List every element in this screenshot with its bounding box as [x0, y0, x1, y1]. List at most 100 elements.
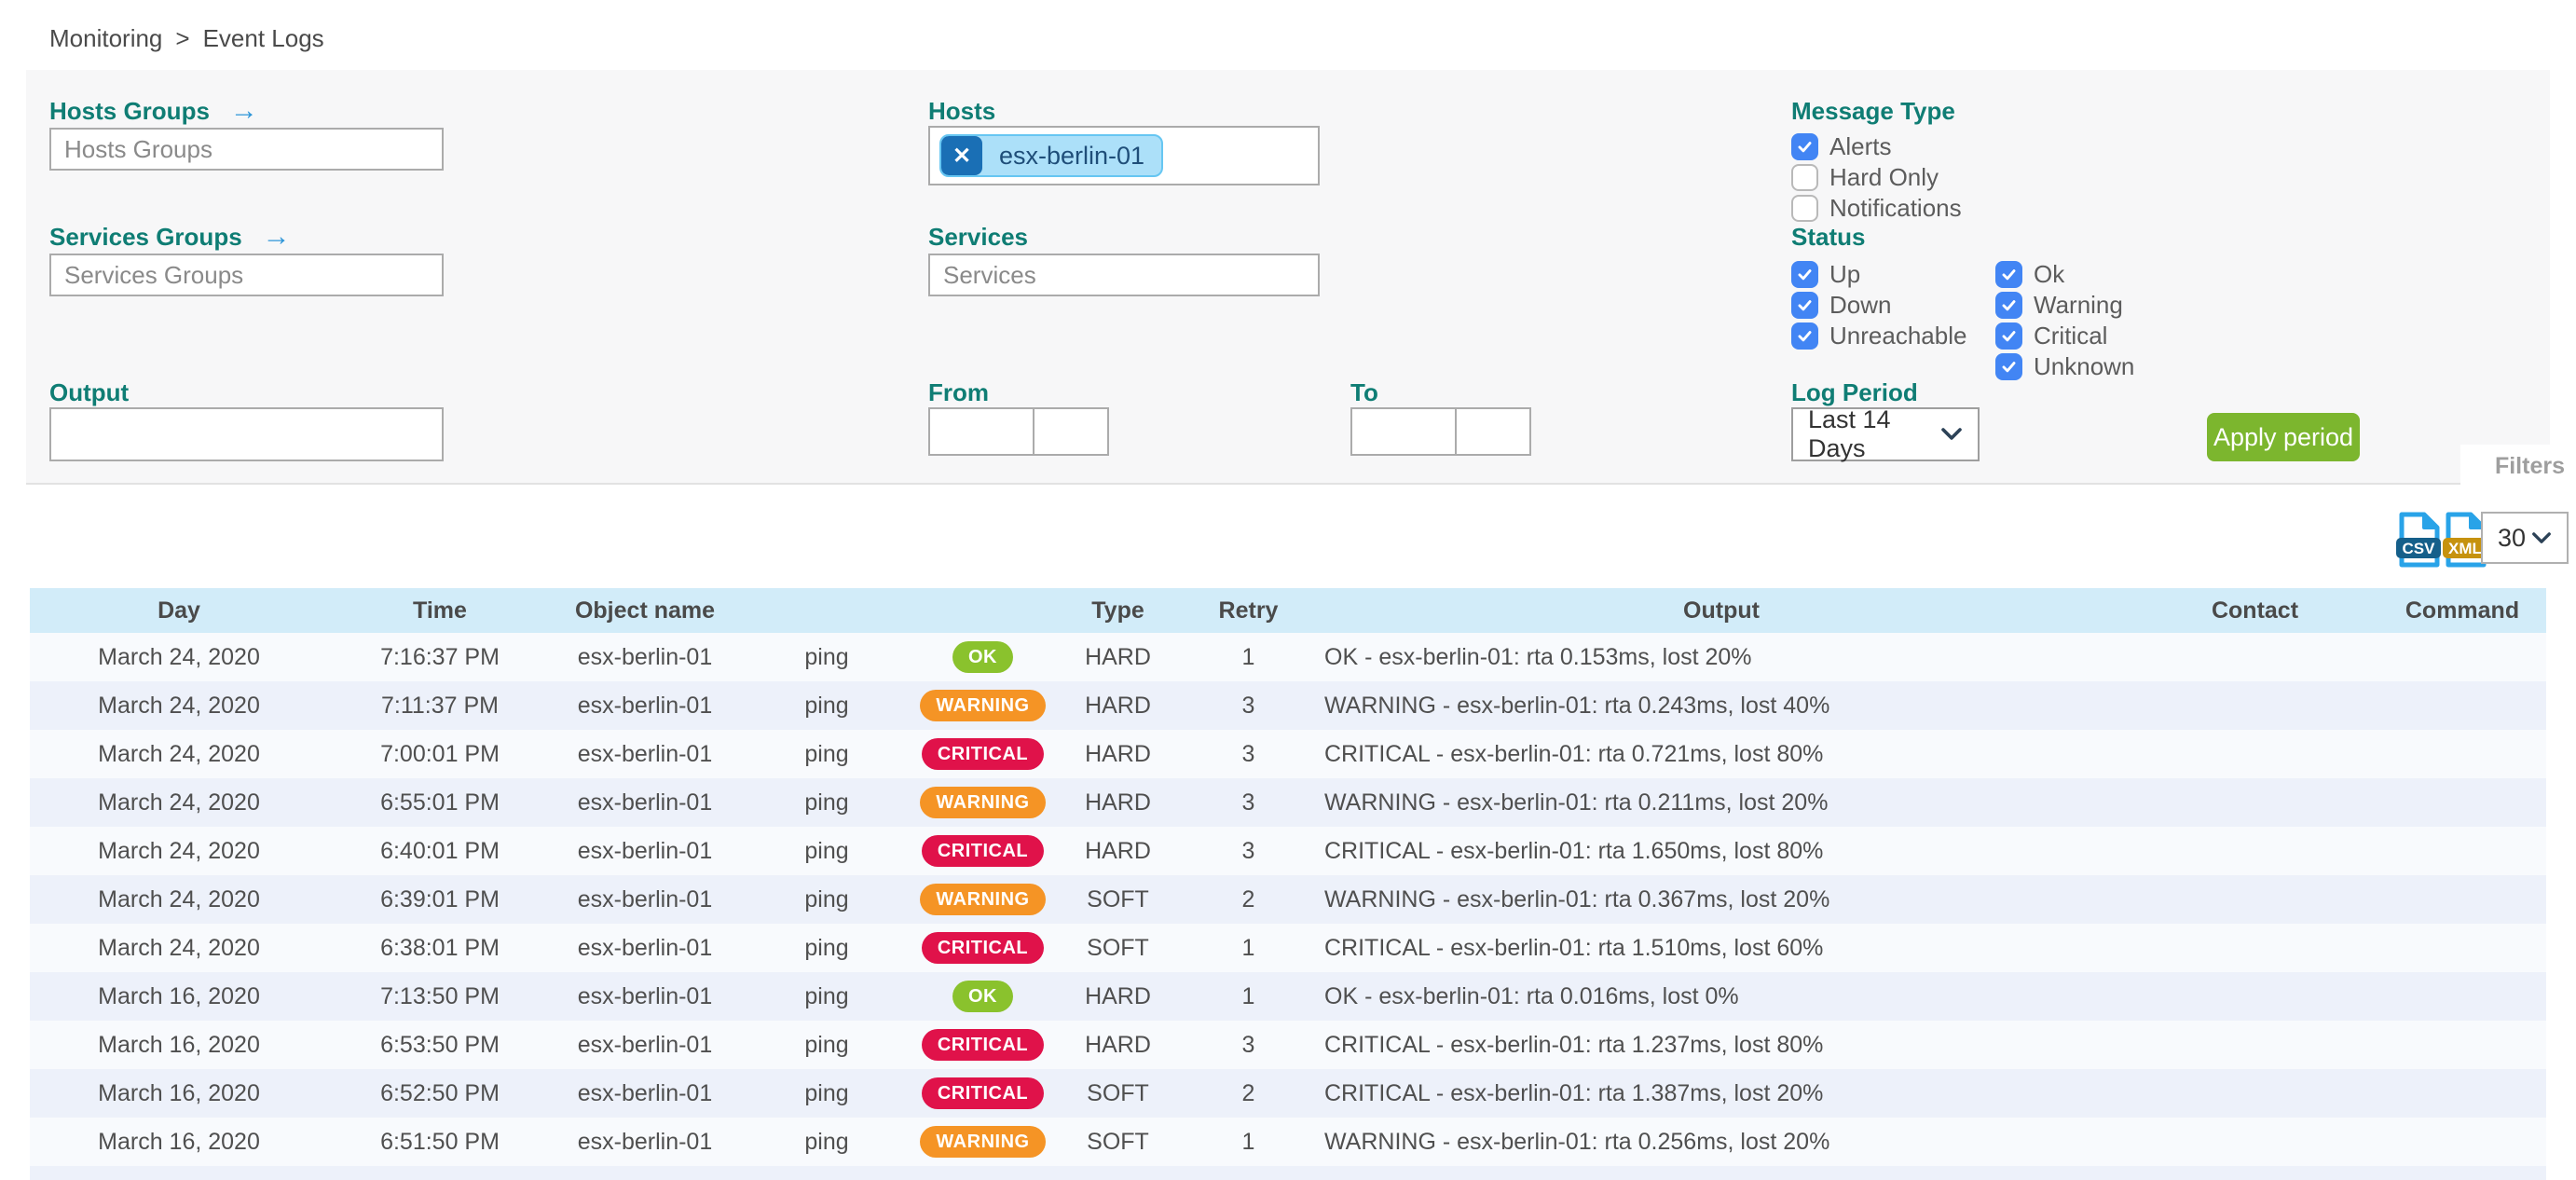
- cell-object: esx-berlin-01: [577, 643, 713, 670]
- event-log-table: Day Time Object name Type Retry Output Contact…: [30, 588, 2546, 1180]
- cell-type: HARD: [1085, 643, 1151, 670]
- checkbox-unknown[interactable]: Unknown: [1995, 351, 2134, 381]
- checkbox-checked-icon[interactable]: [1995, 291, 2022, 319]
- cell-day: March 16, 2020: [98, 1079, 260, 1106]
- hosts-input[interactable]: ✕ esx-berlin-01: [928, 126, 1320, 185]
- table-row[interactable]: March 24, 2020 6:38:01 PM esx-berlin-01 pin…: [30, 924, 2546, 972]
- table-row[interactable]: March 16, 2020 6:51:50 PM esx-berlin-01 pin…: [30, 1118, 2546, 1166]
- cell-object: esx-berlin-01: [577, 837, 713, 864]
- to-time-input[interactable]: [1455, 407, 1531, 456]
- checkbox-label: Ok: [2034, 259, 2065, 288]
- table-row[interactable]: March 16, 2020 6:52:50 PM esx-berlin-01 pin…: [30, 1069, 2546, 1118]
- log-period-label: Log Period: [1791, 377, 1918, 407]
- breadcrumb-item-event-logs[interactable]: Event Logs: [202, 24, 324, 52]
- column-header-retry: Retry: [1218, 597, 1279, 624]
- hosts-groups-label-text: Hosts Groups: [49, 96, 210, 125]
- chevron-down-icon: [1941, 428, 1962, 440]
- message-type-checkboxes: Alerts Hard Only Notifications: [1791, 131, 1962, 224]
- cell-retry: 1: [1241, 643, 1255, 670]
- cell-service: ping: [804, 934, 849, 961]
- checkbox-checked-icon[interactable]: [1791, 132, 1818, 160]
- cell-type: SOFT: [1087, 1128, 1149, 1155]
- cell-time: 6:51:50 PM: [380, 1128, 500, 1155]
- log-period-select[interactable]: Last 14 Days: [1791, 405, 1980, 462]
- from-time-input[interactable]: [1033, 407, 1109, 456]
- checkbox-notifications[interactable]: Notifications: [1791, 193, 1962, 223]
- table-row[interactable]: March 16, 2020 7:13:50 PM esx-berlin-01 pin…: [30, 972, 2546, 1021]
- table-row[interactable]: March 24, 2020 7:00:01 PM esx-berlin-01 pin…: [30, 730, 2546, 778]
- hosts-groups-input[interactable]: [49, 128, 444, 171]
- cell-service: ping: [804, 837, 849, 864]
- checkbox-checked-icon[interactable]: [1791, 322, 1818, 350]
- cell-retry: 2: [1241, 885, 1255, 912]
- hosts-label: Hosts: [928, 96, 995, 126]
- checkbox-hard-only[interactable]: Hard Only: [1791, 162, 1962, 192]
- checkbox-checked-icon[interactable]: [1995, 322, 2022, 350]
- cell-day: March 24, 2020: [98, 692, 260, 719]
- checkbox-label: Hard Only: [1829, 162, 1939, 191]
- cell-service: ping: [804, 692, 849, 719]
- checkbox-unchecked-icon[interactable]: [1791, 194, 1818, 222]
- cell-status: CRITICAL: [915, 932, 1050, 964]
- checkbox-checked-icon[interactable]: [1995, 260, 2022, 288]
- checkbox-label: Alerts: [1829, 131, 1892, 160]
- cell-service: ping: [804, 982, 849, 1009]
- column-header-day: Day: [158, 597, 200, 624]
- cell-service: ping: [804, 740, 849, 767]
- services-groups-label-text: Services Groups: [49, 222, 242, 251]
- table-row[interactable]: March 24, 2020 7:16:37 PM esx-berlin-01 pin…: [30, 633, 2546, 681]
- table-row[interactable]: March 24, 2020 7:11:37 PM esx-berlin-01 pin…: [30, 681, 2546, 730]
- checkbox-unreachable[interactable]: Unreachable: [1791, 321, 1966, 350]
- output-input[interactable]: [49, 407, 444, 461]
- table-row-partial: [30, 1166, 2546, 1180]
- log-period-label-text: Log Period: [1791, 377, 1918, 406]
- cell-time: 6:38:01 PM: [380, 934, 500, 961]
- table-row[interactable]: March 24, 2020 6:55:01 PM esx-berlin-01 pin…: [30, 778, 2546, 827]
- export-xml-button[interactable]: XML: [2442, 512, 2488, 572]
- chip-remove-icon[interactable]: ✕: [941, 136, 982, 175]
- cell-type: HARD: [1085, 1031, 1151, 1058]
- services-groups-label: Services Groups →: [49, 221, 291, 252]
- to-date-input[interactable]: [1350, 407, 1457, 456]
- breadcrumb-item-monitoring[interactable]: Monitoring: [49, 24, 163, 52]
- cell-time: 7:13:50 PM: [380, 982, 500, 1009]
- checkbox-warning[interactable]: Warning: [1995, 290, 2134, 320]
- checkbox-alerts[interactable]: Alerts: [1791, 131, 1962, 161]
- checkbox-checked-icon[interactable]: [1791, 260, 1818, 288]
- log-period-selected-value: Last 14 Days: [1808, 405, 1891, 462]
- checkbox-critical[interactable]: Critical: [1995, 321, 2134, 350]
- services-groups-input[interactable]: [49, 254, 444, 296]
- checkbox-checked-icon[interactable]: [1995, 352, 2022, 380]
- filters-tab[interactable]: Filters: [2460, 445, 2576, 487]
- checkbox-up[interactable]: Up: [1791, 259, 1966, 289]
- from-date-input[interactable]: [928, 407, 1035, 456]
- arrow-right-icon[interactable]: →: [262, 221, 291, 252]
- xml-file-icon: XML: [2443, 512, 2487, 568]
- checkbox-ok[interactable]: Ok: [1995, 259, 2134, 289]
- cell-service: ping: [804, 789, 849, 816]
- checkbox-label: Down: [1829, 290, 1892, 319]
- cell-object: esx-berlin-01: [577, 982, 713, 1009]
- apply-period-button[interactable]: Apply period: [2207, 413, 2360, 461]
- cell-retry: 3: [1241, 789, 1255, 816]
- checkbox-checked-icon[interactable]: [1791, 291, 1818, 319]
- cell-retry: 3: [1241, 740, 1255, 767]
- cell-status: WARNING: [915, 787, 1050, 818]
- cell-status: OK: [915, 981, 1050, 1012]
- services-input[interactable]: [928, 254, 1320, 296]
- table-row[interactable]: March 16, 2020 6:53:50 PM esx-berlin-01 pin…: [30, 1021, 2546, 1069]
- cell-object: esx-berlin-01: [577, 692, 713, 719]
- table-row[interactable]: March 24, 2020 6:40:01 PM esx-berlin-01 pin…: [30, 827, 2546, 875]
- column-header-type: Type: [1091, 597, 1144, 624]
- page-size-select[interactable]: 30: [2481, 512, 2569, 564]
- checkbox-down[interactable]: Down: [1791, 290, 1966, 320]
- table-row[interactable]: March 24, 2020 6:39:01 PM esx-berlin-01 pin…: [30, 875, 2546, 924]
- cell-output: CRITICAL - esx-berlin-01: rta 1.510ms, l…: [1324, 934, 1824, 961]
- arrow-right-icon[interactable]: →: [229, 95, 258, 126]
- export-csv-button[interactable]: CSV: [2395, 512, 2442, 572]
- checkbox-label: Notifications: [1829, 193, 1962, 222]
- cell-status: OK: [915, 641, 1050, 673]
- status-badge: WARNING: [920, 787, 1046, 818]
- checkbox-unchecked-icon[interactable]: [1791, 163, 1818, 191]
- output-label: Output: [49, 377, 129, 407]
